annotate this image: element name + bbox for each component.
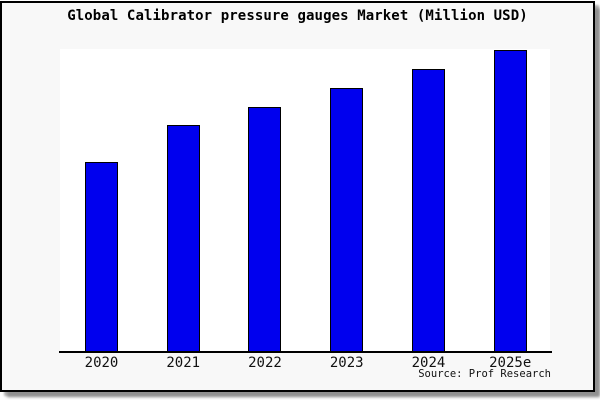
x-tick-label-2024: 2024: [411, 355, 446, 371]
x-axis-labels: 2020 2021 2022 2023 2024 2025e: [0, 355, 600, 371]
bar-2022: [248, 106, 282, 352]
bar-2023: [330, 87, 364, 352]
bar-2025e: [493, 50, 527, 352]
chart-title: Global Calibrator pressure gauges Market…: [67, 8, 528, 24]
x-axis-line: [59, 351, 552, 353]
bar-2021: [166, 125, 200, 352]
bar-2024: [411, 69, 445, 352]
source-label: Source: Prof Research: [418, 368, 551, 380]
x-tick-label-2020: 2020: [84, 355, 119, 371]
x-tick-label-2023: 2023: [329, 355, 364, 371]
x-tick-label-2021: 2021: [166, 355, 201, 371]
bar-2020: [85, 162, 118, 352]
x-tick-label-2025e: 2025e: [489, 355, 532, 371]
x-tick-label-2022: 2022: [248, 355, 282, 371]
plot-area: [60, 49, 550, 352]
